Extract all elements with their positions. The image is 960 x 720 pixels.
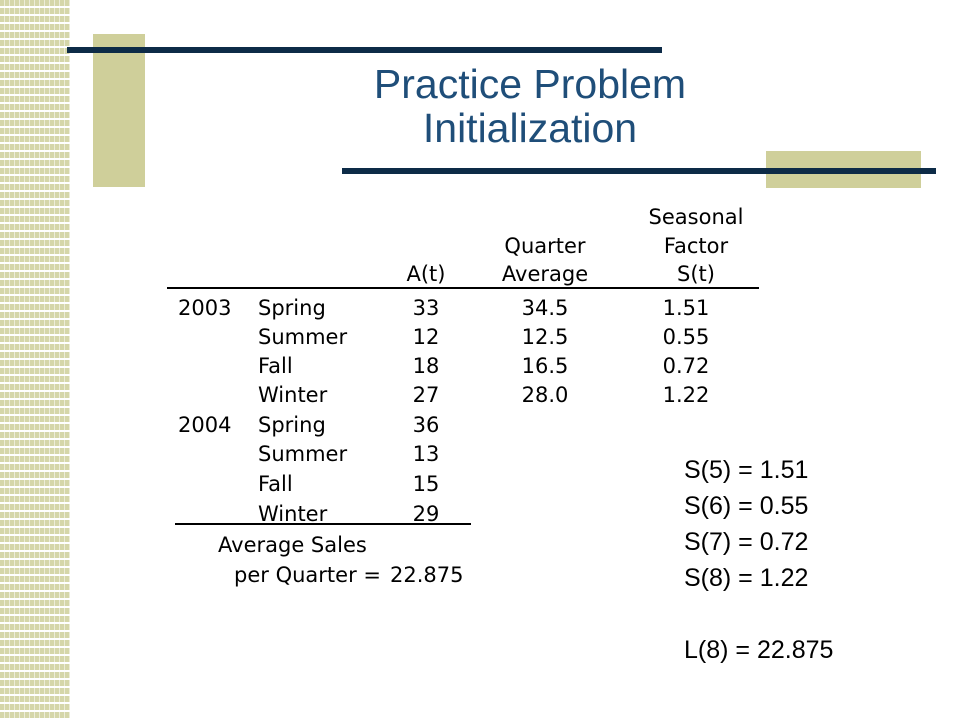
row-at: 15	[412, 472, 440, 496]
note-l8: L(8) = 22.875	[684, 636, 834, 664]
header-seasonal-line2: Factor	[663, 234, 729, 258]
row-seasonal-factor: 1.22	[662, 383, 710, 407]
row-at: 12	[412, 325, 440, 349]
row-at: 33	[412, 296, 440, 320]
decor-square-left	[93, 34, 145, 187]
footer-average-value: 22.875	[390, 563, 464, 587]
row-at: 36	[412, 413, 440, 437]
row-average: 28.0	[521, 383, 569, 407]
header-at: A(t)	[406, 262, 446, 286]
footer-per-quarter: per Quarter =	[234, 563, 381, 587]
row-seasonal-factor: 1.51	[662, 296, 710, 320]
row-season: Summer	[258, 325, 348, 349]
row-seasonal-factor: 0.55	[662, 325, 710, 349]
header-seasonal-line3: S(t)	[677, 262, 715, 286]
row-average: 16.5	[521, 354, 569, 378]
note-s8: S(8) = 1.22	[684, 564, 809, 592]
row-at: 13	[412, 442, 440, 466]
row-at: 27	[412, 383, 440, 407]
row-average: 34.5	[521, 296, 569, 320]
row-seasonal-factor: 0.72	[662, 354, 710, 378]
row-season: Winter	[258, 502, 328, 526]
header-quarter-line1: Quarter	[504, 234, 586, 258]
title-line-2: Initialization	[422, 105, 638, 151]
note-s6: S(6) = 0.55	[684, 492, 809, 520]
note-s7: S(7) = 0.72	[684, 528, 809, 556]
row-year: 2004	[178, 413, 232, 437]
header-seasonal-line1: Seasonal	[648, 205, 744, 229]
row-season: Spring	[258, 296, 326, 320]
header-quarter-line2: Average	[501, 262, 589, 286]
seasonal-notes: S(5) = 1.51 S(6) = 0.55 S(7) = 0.72 S(8)…	[684, 452, 833, 668]
row-average: 12.5	[521, 325, 569, 349]
note-spacer	[684, 596, 833, 632]
slide-title: Practice Problem Initialization	[280, 62, 780, 150]
row-at: 29	[412, 502, 440, 526]
title-line-1: Practice Problem	[373, 61, 687, 107]
row-season: Summer	[258, 442, 348, 466]
footer-average-sales: Average Sales	[218, 533, 367, 557]
row-season: Winter	[258, 383, 328, 407]
row-at: 18	[412, 354, 440, 378]
row-season: Spring	[258, 413, 326, 437]
row-season: Fall	[258, 472, 293, 496]
row-year: 2003	[178, 296, 232, 320]
footer-rule	[175, 523, 471, 525]
header-rule	[167, 287, 759, 289]
decor-line-bottom	[342, 168, 936, 174]
left-stripe-border	[0, 0, 70, 720]
note-s5: S(5) = 1.51	[684, 456, 809, 484]
row-season: Fall	[258, 354, 293, 378]
decor-line-top	[67, 47, 662, 53]
